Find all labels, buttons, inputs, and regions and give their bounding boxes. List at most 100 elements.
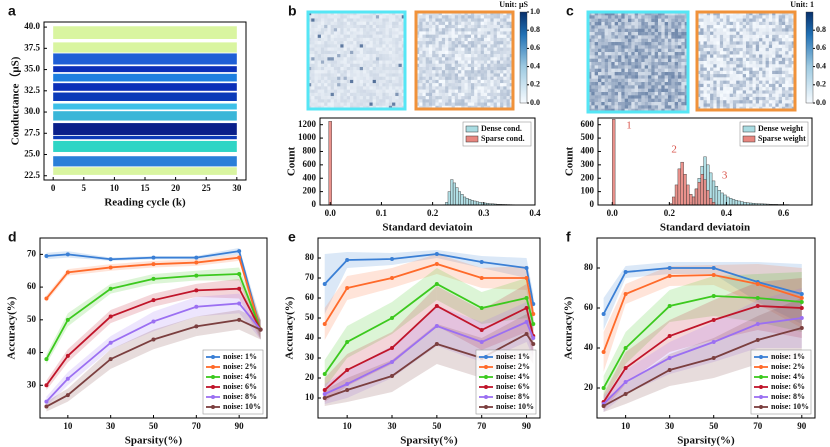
heatmap-cell: [785, 28, 789, 32]
heatmap-cell: [372, 18, 377, 22]
heatmap-cell: [671, 102, 675, 106]
heatmap-cell: [464, 15, 468, 19]
heatmap-cell: [448, 102, 452, 106]
heatmap-cell: [641, 38, 645, 43]
heatmap-cell: [320, 102, 325, 106]
heatmap-cell: [788, 70, 792, 75]
heatmap-cell: [768, 96, 773, 101]
y-tick-label: 40.0: [24, 21, 40, 31]
heatmap-cell: [716, 90, 721, 94]
heatmap-cell: [324, 66, 328, 71]
heatmap-cell: [350, 83, 354, 87]
heatmap-cell: [441, 70, 446, 74]
heatmap-cell: [438, 24, 443, 29]
heatmap-cell: [395, 99, 399, 103]
heatmap-cell: [317, 102, 322, 106]
heatmap-cell: [648, 92, 652, 96]
heatmap-cell: [474, 96, 478, 100]
histogram-bar: [612, 119, 616, 205]
heatmap-cell: [785, 38, 789, 42]
heatmap-cell: [781, 93, 786, 98]
heatmap-cell: [388, 92, 393, 97]
heatmap-cell: [375, 70, 380, 74]
heatmap-cell: [661, 92, 665, 96]
heatmap-cell: [445, 28, 449, 32]
point: [531, 322, 536, 326]
heatmap-cell: [772, 21, 776, 26]
heatmap-cell: [422, 41, 426, 45]
heatmap-cell: [425, 28, 430, 32]
heatmap-cell: [598, 48, 602, 53]
heatmap-cell: [710, 77, 714, 81]
heatmap-cell: [785, 21, 789, 26]
heatmap-cell: [324, 15, 328, 19]
point: [237, 317, 242, 322]
heatmap-cell: [438, 34, 443, 39]
heatmap-cell: [601, 95, 605, 99]
heatmap-cell: [337, 86, 341, 90]
heatmap-cell: [594, 55, 599, 59]
heatmap-cell: [604, 65, 609, 69]
heatmap-cell: [614, 95, 619, 99]
heatmap-cell: [428, 21, 433, 26]
heatmap-cell: [681, 98, 685, 103]
heatmap-cell: [464, 44, 468, 48]
heatmap-cell: [706, 57, 711, 62]
heatmap-cell: [618, 62, 622, 66]
heatmap-cell: [621, 48, 625, 53]
heatmap-cell: [454, 24, 459, 29]
heatmap-cell: [392, 92, 396, 97]
heatmap-cell: [664, 42, 669, 46]
heatmap-cell: [697, 44, 701, 49]
heatmap-cell: [493, 18, 498, 22]
heatmap-cell: [451, 63, 455, 68]
heatmap-cell: [648, 38, 652, 43]
heatmap-cell: [700, 67, 704, 71]
heatmap-cell: [681, 85, 685, 89]
heatmap-cell: [716, 106, 721, 111]
conductance-band: [53, 92, 237, 101]
heatmap-cell: [755, 12, 760, 16]
heatmap-cell: [487, 31, 491, 35]
heatmap-cell: [461, 79, 465, 84]
heatmap-cell: [474, 21, 478, 26]
heatmap-cell: [628, 18, 632, 23]
heatmap-cell: [778, 31, 783, 36]
heatmap-cell: [346, 24, 351, 29]
histogram-bar: [473, 200, 477, 205]
heatmap-cell: [359, 47, 364, 51]
heatmap-cell: [618, 32, 622, 36]
histogram-bar: [700, 174, 704, 205]
heatmap-cell: [503, 102, 507, 106]
heatmap-cell: [775, 25, 779, 29]
heatmap-cell: [317, 41, 322, 45]
heatmap-cell: [716, 51, 721, 55]
heatmap-cell: [641, 65, 645, 69]
heatmap-cell: [723, 15, 727, 19]
heatmap-cell: [493, 92, 498, 97]
heatmap-cell: [594, 25, 599, 29]
heatmap-cell: [422, 12, 426, 16]
heatmap-cell: [445, 34, 449, 39]
heatmap-cell: [611, 95, 615, 99]
series-line: [603, 327, 803, 407]
heatmap-cell: [614, 18, 619, 23]
heatmap-cell: [621, 52, 625, 56]
heatmap-cell: [788, 41, 792, 45]
heatmap-cell: [681, 48, 685, 53]
heatmap-cell: [604, 12, 609, 16]
heatmap-cell: [493, 86, 498, 90]
heatmap-cell: [503, 89, 507, 94]
annotation: 1: [626, 120, 632, 132]
heatmap-cell: [772, 67, 776, 71]
heatmap-cell: [723, 18, 727, 22]
heatmap-cell: [638, 38, 642, 43]
heatmap-cell: [664, 75, 669, 79]
heatmap-cell: [651, 28, 655, 33]
heatmap-cell: [483, 86, 488, 90]
heatmap-cell: [651, 35, 655, 39]
heatmap-cell: [644, 105, 649, 109]
heatmap-cell: [324, 28, 328, 32]
x-tick-label: 30: [232, 183, 242, 193]
heatmap-cell: [483, 96, 488, 100]
